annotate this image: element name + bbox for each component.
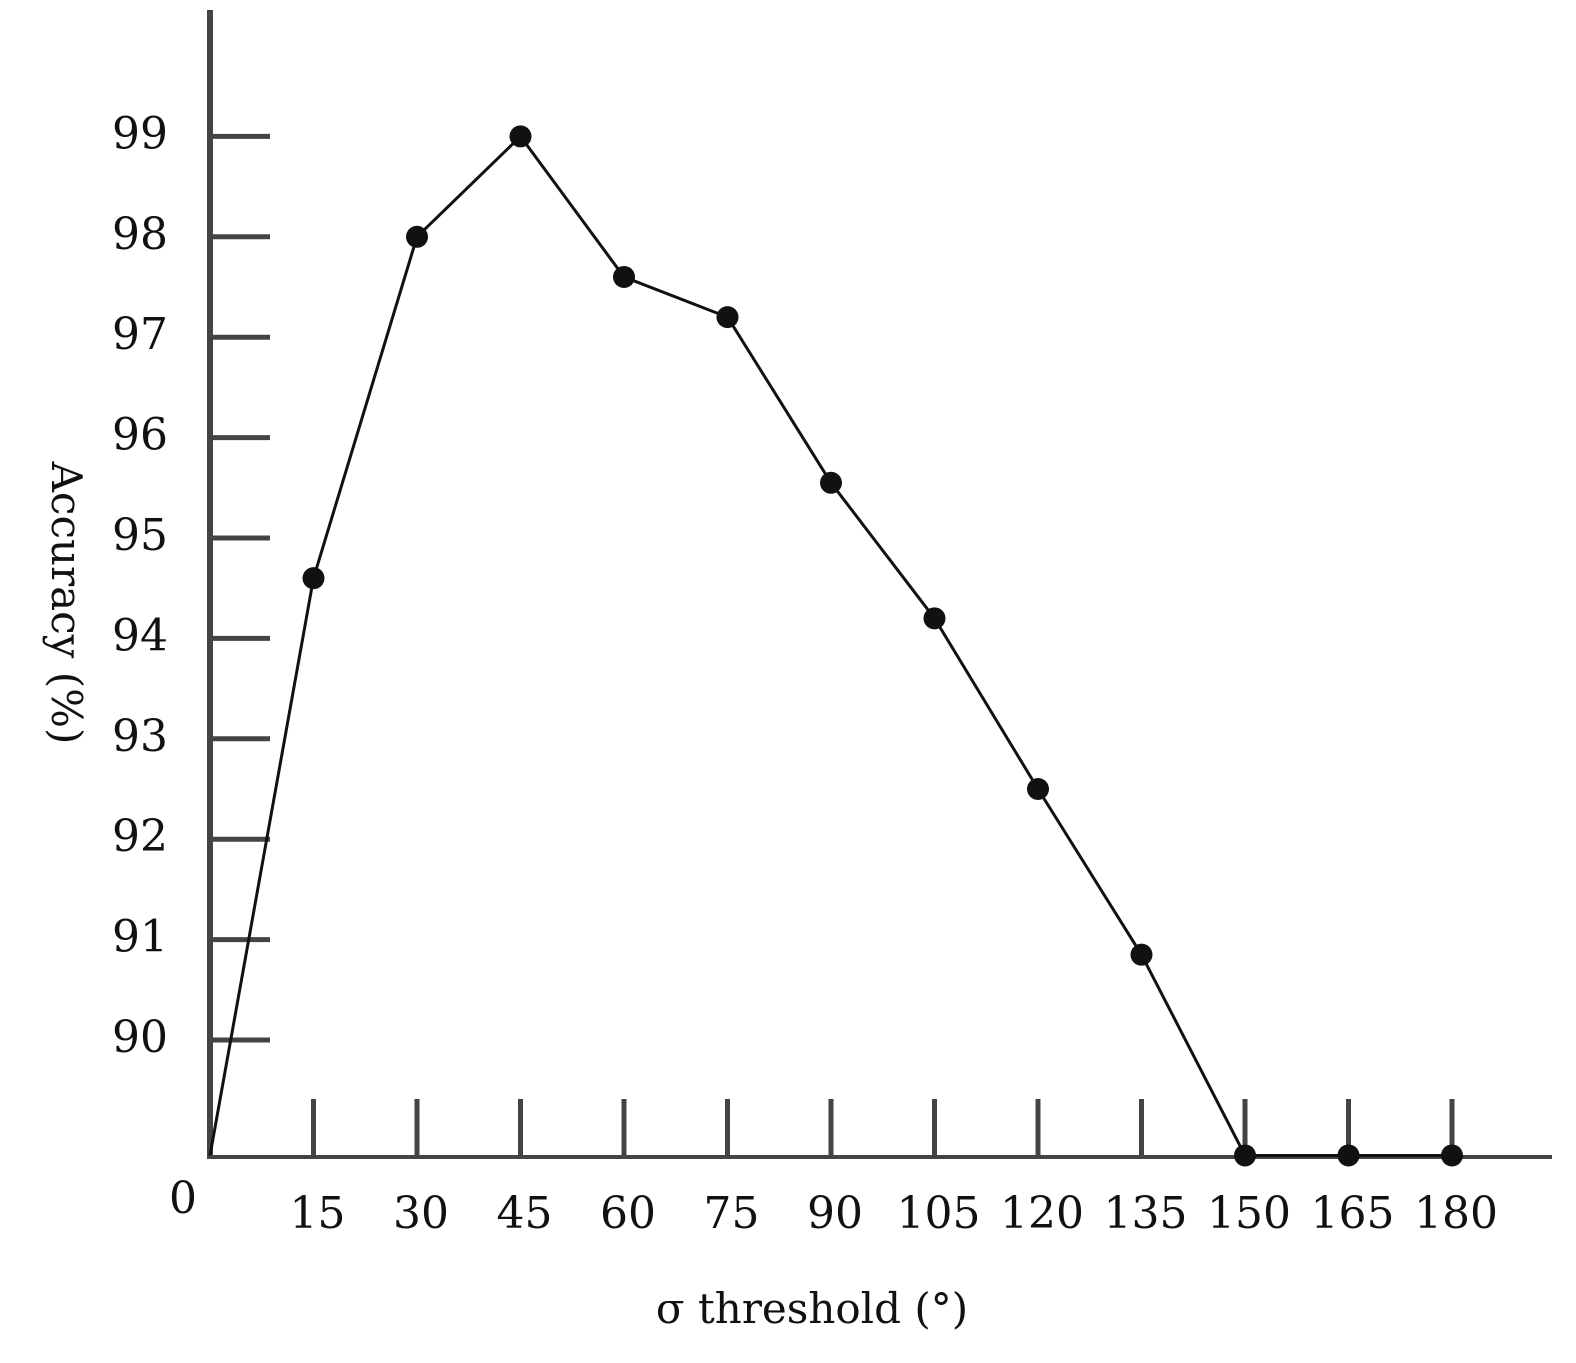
y-tick-label: 90: [112, 1012, 168, 1063]
data-point: [509, 125, 532, 148]
y-tick-label: 97: [112, 309, 168, 360]
x-axis-title: σ threshold (°): [656, 1284, 968, 1333]
y-tick-label: 92: [112, 811, 168, 862]
x-tick-label: 15: [290, 1188, 346, 1239]
y-tick-label: 93: [112, 711, 168, 762]
data-point: [923, 607, 946, 630]
y-tick-label: 98: [112, 209, 168, 260]
y-tick-label: 99: [112, 108, 168, 159]
data-point: [820, 471, 842, 494]
y-tick-label: 91: [112, 912, 168, 963]
data-point: [302, 567, 325, 590]
x-tick-label: 90: [807, 1188, 863, 1239]
data-point: [1441, 1144, 1463, 1167]
x-tick-label: 165: [1311, 1188, 1395, 1239]
y-tick-label: 96: [112, 410, 168, 461]
data-point: [1027, 778, 1049, 800]
tick-labels: 90 91 92 93 94 95 96 97 98 99 15 30 45 60 75 90 105 120 13…: [112, 108, 1498, 1239]
data-point: [613, 265, 635, 288]
data-point: [1337, 1144, 1360, 1167]
series: [208, 125, 1463, 1167]
x-tick-label: 45: [497, 1188, 553, 1239]
x-tick-label: 30: [393, 1188, 449, 1239]
y-tick-label: 95: [112, 510, 168, 561]
y-axis-title: Accuracy (%): [42, 461, 91, 745]
data-point: [716, 306, 739, 329]
series-line: [208, 134, 1452, 1157]
y-tick-label: 94: [112, 610, 168, 661]
data-point: [406, 225, 428, 248]
x-tick-label: 75: [704, 1188, 760, 1239]
x-tick-label: 150: [1207, 1188, 1291, 1239]
x-tick-label: 105: [897, 1188, 981, 1239]
data-point: [1130, 943, 1153, 966]
data-point: [1234, 1144, 1256, 1167]
origin-label: 0: [169, 1173, 197, 1224]
x-tick-label: 135: [1104, 1188, 1188, 1239]
x-tick-label: 60: [600, 1188, 656, 1239]
ticks: [210, 133, 1455, 1157]
x-tick-label: 120: [1000, 1188, 1084, 1239]
axes: [207, 10, 1552, 1159]
x-tick-label: 180: [1414, 1188, 1498, 1239]
